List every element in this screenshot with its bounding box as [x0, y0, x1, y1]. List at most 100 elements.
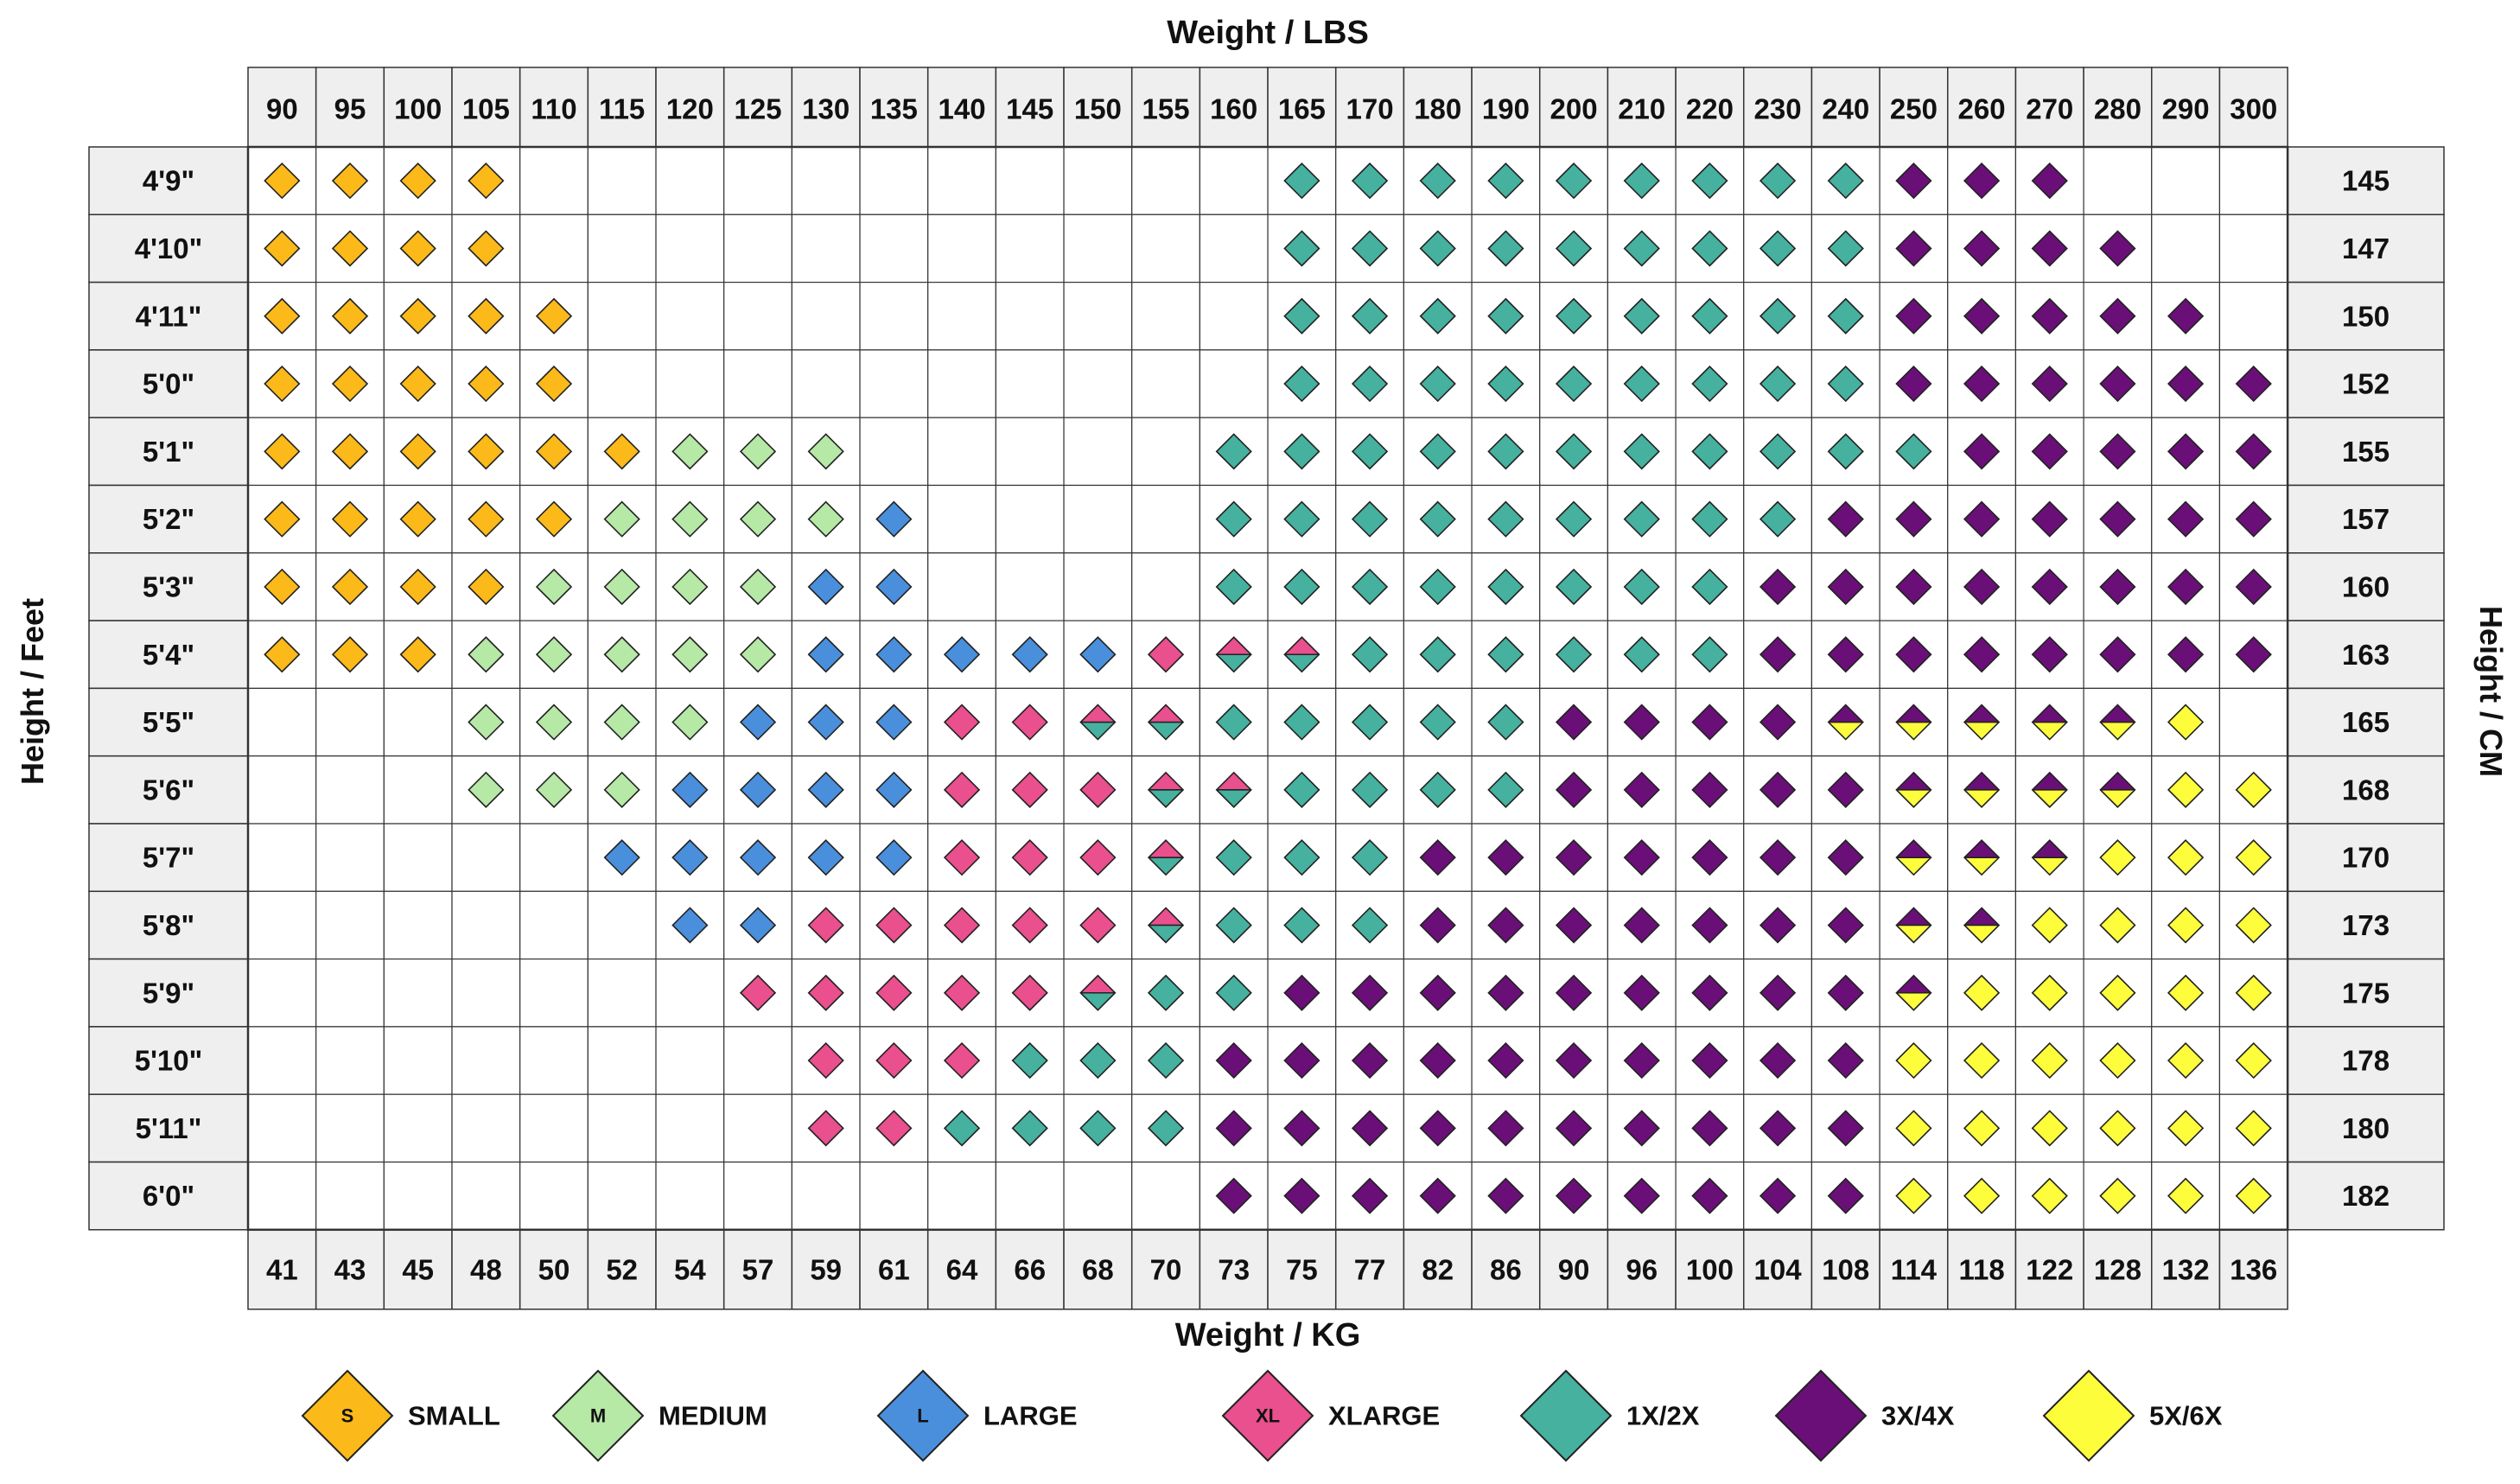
diamond-marker	[1623, 771, 1660, 808]
lbs-tick-label: 250	[1890, 93, 1938, 125]
diamond-marker	[1827, 839, 1864, 876]
diamond-marker	[739, 500, 777, 538]
diamond-marker-bottom-half	[1149, 925, 1184, 943]
diamond-marker	[1283, 974, 1320, 1011]
diamond-marker	[671, 839, 709, 876]
diamond-marker	[603, 433, 640, 470]
lbs-header-cell	[859, 67, 929, 148]
diamond-marker	[2099, 839, 2136, 876]
diamond-marker-top-half	[1896, 772, 1931, 790]
diamond-marker	[1555, 433, 1593, 470]
diamond-marker	[1963, 1041, 2001, 1080]
feet-tick-label: 4'11"	[136, 300, 202, 332]
diamond-marker	[399, 568, 436, 606]
diamond-marker	[1623, 297, 1660, 334]
diamond-marker	[1623, 230, 1660, 267]
diamond-marker	[2031, 1110, 2068, 1147]
diamond-marker	[603, 839, 640, 876]
lbs-tick-label: 120	[666, 93, 714, 125]
diamond-marker	[1215, 974, 1252, 1011]
diamond-marker	[2031, 907, 2068, 944]
cm-header-cell	[2287, 281, 2445, 351]
feet-tick-label: 5'11"	[136, 1112, 202, 1144]
diamond-marker	[2235, 974, 2272, 1011]
grid-cell	[859, 552, 929, 621]
diamond-marker	[1351, 365, 1389, 403]
lbs-header-cell	[2218, 67, 2288, 148]
diamond-marker	[875, 974, 913, 1011]
grid-cell	[723, 1161, 792, 1231]
diamond-marker	[739, 433, 777, 470]
lbs-header-cell	[247, 67, 317, 148]
diamond-marker	[2099, 1110, 2136, 1147]
diamond-marker	[1827, 568, 1864, 606]
grid-cell	[2218, 687, 2288, 757]
diamond-marker-outline	[1215, 771, 1252, 808]
lbs-tick-label: 165	[1278, 93, 1326, 125]
diamond-marker	[1555, 1177, 1593, 1214]
lbs-tick-label: 200	[1550, 93, 1598, 125]
diamond-marker-top-half	[1284, 637, 1320, 655]
diamond-marker	[468, 568, 505, 606]
diamond-marker	[1419, 1177, 1456, 1214]
grid-cell	[451, 1026, 521, 1095]
grid-cell	[451, 958, 521, 1028]
diamond-marker	[1895, 1177, 1932, 1214]
diamond-marker	[1895, 433, 1932, 470]
grid-cell	[587, 146, 657, 215]
lbs-tick-label: 135	[870, 93, 918, 125]
grid-cell	[995, 146, 1065, 215]
lbs-tick-label: 145	[1006, 93, 1053, 125]
diamond-marker	[264, 568, 301, 606]
lbs-header-cell	[587, 67, 657, 148]
diamond-marker	[1759, 162, 1797, 200]
grid-cell	[1063, 417, 1133, 487]
cm-tick-label: 152	[2342, 368, 2390, 400]
lbs-header-cell	[1334, 67, 1405, 148]
diamond-marker	[2099, 907, 2136, 944]
diamond-marker	[399, 365, 436, 403]
cm-tick-label: 165	[2342, 706, 2390, 738]
grid-cell	[247, 687, 317, 757]
lbs-header-cell	[1403, 67, 1473, 148]
diamond-marker-outline	[1963, 839, 2001, 876]
diamond-marker	[1283, 907, 1320, 944]
diamond-marker	[943, 704, 981, 741]
diamond-marker	[1351, 230, 1389, 267]
grid-cell	[1063, 282, 1133, 351]
diamond-marker	[1691, 1110, 1728, 1147]
diamond-marker	[603, 568, 640, 606]
diamond-marker	[1963, 433, 2001, 470]
diamond-marker	[807, 568, 844, 606]
diamond-marker	[1623, 500, 1660, 538]
diamond-marker	[1623, 1110, 1660, 1147]
cm-tick-label: 175	[2342, 977, 2390, 1009]
diamond-marker	[671, 704, 709, 741]
lbs-header-cell	[1130, 67, 1201, 148]
kg-tick-label: 41	[266, 1253, 298, 1285]
diamond-marker	[1623, 974, 1660, 1011]
diamond-marker	[331, 636, 369, 673]
diamond-marker	[1555, 907, 1593, 944]
kg-header-cell	[2218, 1229, 2288, 1310]
diamond-marker-bottom-half	[2100, 789, 2135, 807]
grid-cell	[995, 1161, 1065, 1231]
grid-cell	[927, 146, 996, 215]
diamond-marker	[1351, 907, 1389, 944]
grid-cell	[859, 417, 929, 487]
diamond-marker	[468, 297, 505, 334]
kg-tick-label: 104	[1754, 1253, 1803, 1285]
grid-cell	[519, 146, 589, 215]
diamond-marker	[1623, 365, 1660, 403]
lbs-tick-label: 115	[599, 93, 645, 125]
diamond-marker	[2235, 500, 2272, 538]
diamond-marker	[1555, 162, 1593, 200]
diamond-marker-bottom-half	[1080, 992, 1116, 1010]
lbs-tick-label: 160	[1210, 93, 1257, 125]
diamond-marker	[1691, 365, 1728, 403]
diamond-marker	[739, 907, 777, 944]
lbs-tick-label: 270	[2026, 93, 2073, 125]
cm-tick-label: 180	[2342, 1112, 2390, 1144]
kg-tick-label: 96	[1626, 1253, 1658, 1285]
diamond-marker	[1351, 568, 1389, 606]
